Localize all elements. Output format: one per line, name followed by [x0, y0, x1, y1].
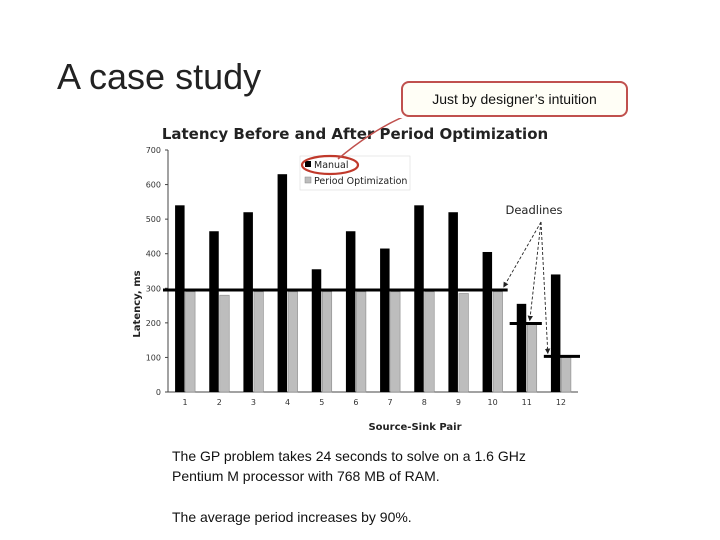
bar-manual	[550, 274, 561, 392]
bar-manual	[277, 174, 288, 392]
x-tick-label: 6	[353, 398, 358, 407]
bar-period-optimization	[287, 291, 298, 393]
callout-text: Just by designer’s intuition	[432, 91, 597, 107]
x-tick-label: 5	[319, 398, 324, 407]
x-tick-label: 3	[251, 398, 256, 407]
x-axis-label: Source-Sink Pair	[368, 422, 461, 433]
legend-swatch-manual	[305, 161, 311, 167]
bar-manual	[345, 231, 356, 392]
callout-connector	[337, 118, 403, 160]
bar-period-optimization	[185, 291, 196, 393]
latency-chart: Latency Before and After Period Optimiza…	[132, 118, 580, 433]
bar-manual	[482, 251, 493, 392]
y-axis-label: Latency, ms	[132, 270, 143, 337]
x-tick-label: 4	[285, 398, 290, 407]
y-tick-label: 0	[156, 388, 161, 397]
bar-manual	[448, 212, 458, 392]
bar-manual	[311, 269, 322, 392]
x-tick-label: 10	[487, 398, 497, 407]
bar-period-optimization	[492, 291, 503, 393]
x-tick-label: 9	[456, 398, 461, 407]
callout-box: Just by designer’s intuition	[401, 81, 628, 117]
bar-manual	[243, 212, 253, 392]
y-tick-label: 700	[146, 146, 161, 155]
deadlines-annotation: Deadlines	[505, 203, 562, 217]
x-tick-label: 12	[556, 398, 566, 407]
bar-period-optimization	[458, 293, 469, 393]
legend-swatch-period-optimization	[304, 176, 312, 184]
bar-period-optimization	[424, 291, 435, 393]
deadline-arrow	[503, 221, 542, 288]
slide-title: A case study	[57, 56, 262, 97]
legend-highlight-circle	[300, 154, 360, 176]
y-tick-label: 100	[146, 353, 161, 362]
deadline-arrow	[540, 221, 551, 355]
caption-average-period: The average period increases by 90%.	[172, 509, 412, 525]
x-tick-label: 7	[388, 398, 393, 407]
y-tick-label: 200	[146, 319, 161, 328]
chart-title: Latency Before and After Period Optimiza…	[162, 125, 548, 143]
bar-manual	[414, 205, 424, 392]
y-tick-label: 300	[146, 284, 161, 293]
legend-label-manual: Manual	[314, 160, 349, 171]
bar-manual	[175, 205, 185, 392]
bar-period-optimization	[390, 291, 401, 393]
y-tick-label: 600	[146, 181, 161, 190]
bar-manual	[380, 248, 390, 392]
caption-solve-time: The GP problem takes 24 seconds to solve…	[172, 448, 526, 484]
bar-period-optimization	[219, 294, 230, 393]
x-tick-label: 8	[422, 398, 427, 407]
x-tick-label: 11	[522, 398, 532, 407]
y-tick-label: 400	[146, 250, 161, 259]
x-tick-label: 1	[183, 398, 188, 407]
bar-manual	[209, 231, 219, 392]
bar-period-optimization	[561, 357, 572, 393]
deadline-arrow	[527, 221, 542, 322]
legend-label-period-optimization: Period Optimization	[314, 176, 407, 187]
bar-period-optimization	[356, 291, 367, 393]
bar-manual	[516, 303, 527, 392]
y-tick-label: 500	[146, 215, 161, 224]
bar-period-optimization	[253, 291, 264, 393]
x-tick-label: 2	[217, 398, 222, 407]
bar-period-optimization	[526, 322, 538, 393]
bar-period-optimization	[321, 291, 333, 393]
